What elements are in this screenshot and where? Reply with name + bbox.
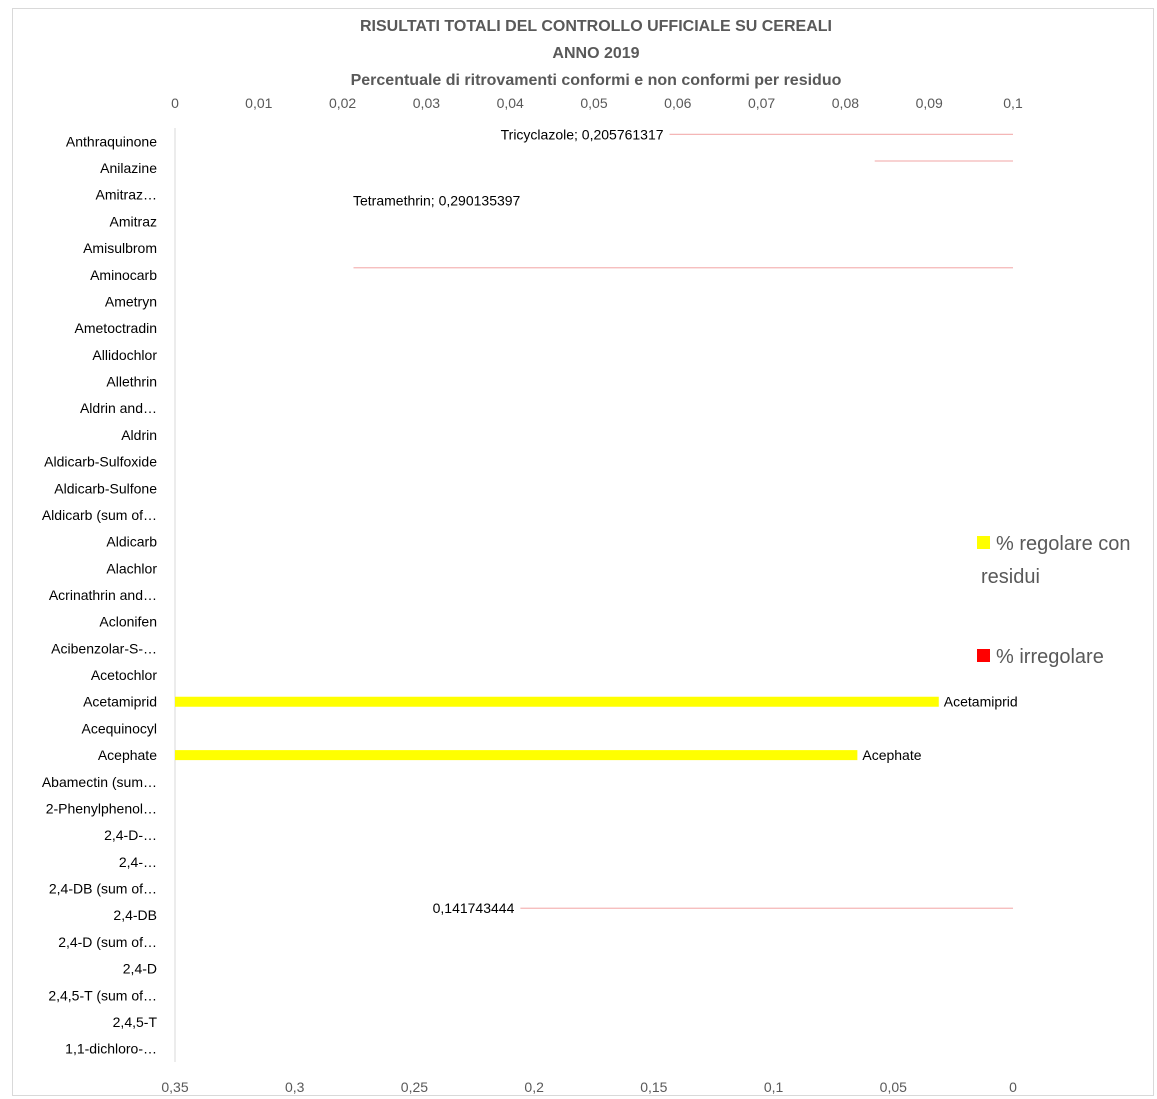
category-label: Acrinathrin and… (49, 587, 157, 603)
category-label: Acetochlor (91, 667, 157, 683)
category-label: Acequinocyl (82, 720, 158, 736)
bottom-tick-label: 0,1 (764, 1079, 784, 1095)
category-label: Allidochlor (92, 347, 157, 363)
category-label: Aldrin and… (80, 400, 157, 416)
category-label: Aldicarb-Sulfone (54, 480, 157, 496)
top-tick-label: 0,1 (1003, 95, 1023, 111)
category-label: 2,4-D (123, 961, 157, 977)
category-label: Acibenzolar-S-… (51, 640, 157, 656)
category-axis: Anthraquinone Anilazine Amitraz… Amitraz Ami… (42, 133, 158, 1056)
bottom-tick-label: 0 (1009, 1079, 1017, 1095)
category-label: Abamectin (sum… (42, 774, 157, 790)
category-label: Ametoctradin (75, 320, 157, 336)
category-label: 2-Phenylphenol… (46, 800, 157, 816)
chart-title-line-3: Percentuale di ritrovamenti conformi e n… (351, 72, 842, 89)
category-label: 2,4-D (sum of… (58, 934, 157, 950)
top-axis: 0 0,01 0,02 0,03 0,04 0,05 0,06 0,07 0,08 0,09 0,1 (171, 95, 1023, 111)
category-label: 2,4-… (119, 854, 157, 870)
bottom-tick-label: 0,2 (524, 1079, 544, 1095)
top-tick-label: 0,09 (916, 95, 943, 111)
bottom-tick-label: 0,25 (401, 1079, 428, 1095)
category-label: Anthraquinone (66, 133, 157, 149)
category-label: Amitraz… (96, 187, 157, 203)
category-label: Anilazine (100, 160, 157, 176)
bar-regolare (175, 750, 858, 761)
top-tick-label: 0,02 (329, 95, 356, 111)
category-label: Aminocarb (90, 267, 157, 283)
category-label: 1,1-dichloro-… (65, 1041, 157, 1057)
bottom-tick-label: 0,05 (880, 1079, 907, 1095)
category-label: Ametryn (105, 293, 157, 309)
data-label: Acephate (862, 747, 921, 763)
chart-title-line-1: RISULTATI TOTALI DEL CONTROLLO UFFICIALE… (360, 18, 832, 35)
bottom-tick-label: 0,15 (640, 1079, 667, 1095)
legend-label: % irregolare (996, 646, 1104, 668)
category-label: Aldrin (121, 427, 157, 443)
top-tick-label: 0 (171, 95, 179, 111)
category-label: 2,4,5-T (113, 1014, 158, 1030)
bottom-axis: 0,35 0,3 0,25 0,2 0,15 0,1 0,05 0 (161, 1079, 1017, 1095)
category-label: Amitraz (110, 213, 157, 229)
category-label: Acephate (98, 747, 157, 763)
category-label: Aldicarb-Sulfoxide (44, 454, 157, 470)
legend: % regolare con residui % irregolare (977, 533, 1131, 668)
top-tick-label: 0,05 (580, 95, 607, 111)
category-label: Amisulbrom (83, 240, 157, 256)
top-tick-label: 0,01 (245, 95, 272, 111)
bottom-tick-label: 0,3 (285, 1079, 305, 1095)
category-label: 2,4-DB (sum of… (49, 881, 157, 897)
category-label: Aldicarb (sum of… (42, 507, 157, 523)
top-tick-label: 0,07 (748, 95, 775, 111)
category-label: Alachlor (106, 560, 157, 576)
chart-frame (12, 8, 1154, 1096)
legend-swatch (977, 649, 990, 662)
category-label: Acetamiprid (83, 694, 157, 710)
category-label: Aclonifen (99, 614, 157, 630)
chart-title-line-2: ANNO 2019 (552, 45, 639, 62)
top-tick-label: 0,03 (413, 95, 440, 111)
data-label: Tricyclazole; 0,205761317 (501, 126, 664, 142)
data-label: 0,141743444 (433, 900, 515, 916)
legend-label: % regolare con (996, 533, 1131, 555)
category-label: 2,4-DB (113, 907, 157, 923)
data-label: Acetamiprid (944, 694, 1018, 710)
category-label: Aldicarb (106, 534, 157, 550)
top-tick-label: 0,04 (497, 95, 524, 111)
category-label: Allethrin (106, 374, 157, 390)
legend-swatch (977, 536, 990, 549)
category-label: 2,4-D-… (104, 827, 157, 843)
data-label: Tetramethrin; 0,290135397 (353, 193, 521, 209)
bottom-tick-label: 0,35 (161, 1079, 188, 1095)
series-marks: Acetamiprid Acephate Tricyclazole; 0,20576… (175, 126, 1018, 916)
top-tick-label: 0,08 (832, 95, 859, 111)
bar-regolare (175, 696, 939, 707)
top-tick-label: 0,06 (664, 95, 691, 111)
category-label: 2,4,5-T (sum of… (48, 987, 157, 1003)
legend-label: residui (981, 566, 1040, 588)
